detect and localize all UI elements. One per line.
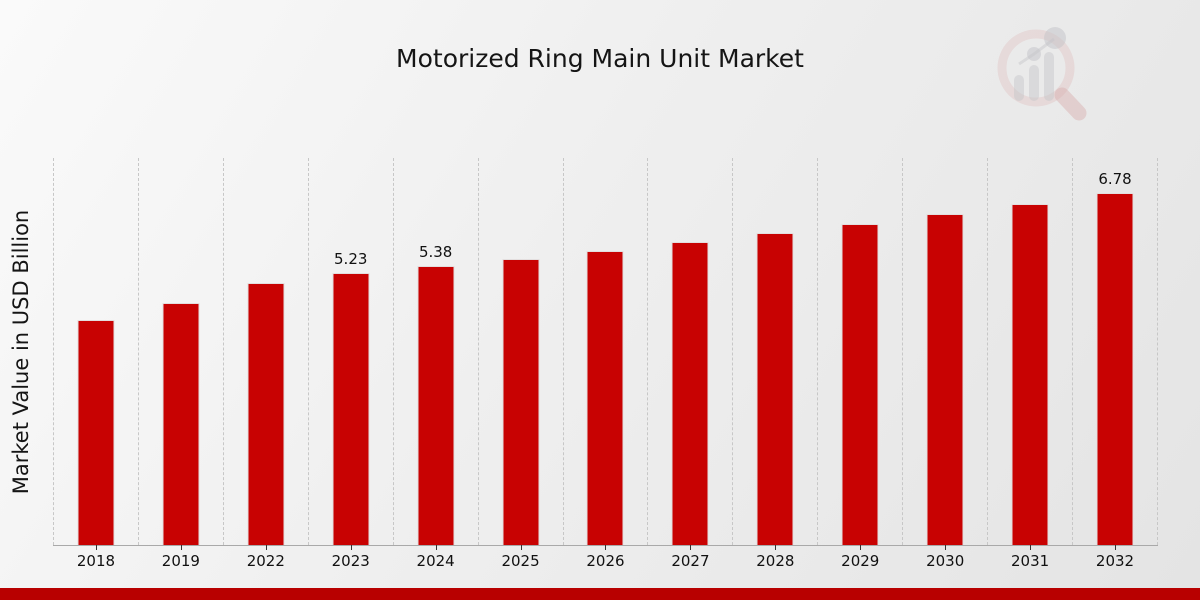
x-axis-tick — [690, 545, 692, 550]
x-axis-label-2018: 2018 — [76, 552, 116, 570]
bar-2018 — [77, 320, 115, 545]
plot-area: 2018 2019 2022 5.23 2023 5.38 2024 2025 2026 2027… — [53, 158, 1158, 570]
bar-2031 — [1011, 204, 1049, 545]
x-axis-label-2019: 2019 — [161, 552, 200, 570]
bar-2023 — [332, 273, 370, 545]
x-axis-label-2022: 2022 — [246, 552, 285, 570]
bar-value-label-2032: 6.78 — [1098, 170, 1132, 188]
bar-2026 — [586, 251, 624, 545]
x-axis-tick — [265, 545, 267, 550]
x-axis-label-2023: 2023 — [331, 552, 370, 570]
x-axis-tick — [180, 545, 182, 550]
bar-value-label-2023: 5.23 — [334, 250, 368, 268]
x-axis-label-2031: 2031 — [1011, 552, 1050, 570]
bar-2019 — [162, 303, 200, 545]
bar-value-label-2024: 5.38 — [418, 243, 453, 261]
logo-magnifier-ring — [997, 29, 1075, 107]
bar-column-2030: 2030 — [902, 158, 987, 570]
bar-column-2027: 2027 — [647, 158, 732, 570]
x-axis-tick — [775, 545, 777, 550]
logo-bar-large — [1044, 52, 1054, 101]
bar-2030 — [926, 214, 964, 545]
logo-trend-dot-large — [1044, 27, 1066, 49]
x-axis-tick — [1115, 545, 1117, 550]
bar-column-2031: 2031 — [987, 158, 1072, 570]
x-axis-label-2024: 2024 — [416, 552, 455, 570]
x-axis-label-2030: 2030 — [926, 552, 965, 570]
x-axis-label-2026: 2026 — [586, 552, 625, 570]
y-axis-title-container: Market Value in USD Billion — [4, 158, 38, 545]
x-axis-tick — [1030, 545, 1032, 550]
bar-column-2024: 5.38 2024 — [392, 158, 478, 570]
x-axis-tick — [860, 545, 862, 550]
x-axis-tick — [95, 545, 97, 550]
x-axis-tick — [945, 545, 947, 550]
bar-2025 — [502, 259, 540, 545]
bar-column-2026: 2026 — [562, 158, 648, 570]
bar-2032 — [1096, 193, 1134, 545]
logo-trend-dot-small — [1027, 47, 1041, 61]
bar-column-2028: 2028 — [732, 158, 817, 570]
logo-bar-small — [1014, 75, 1024, 101]
bar-column-2025: 2025 — [477, 158, 563, 570]
x-axis-tick — [520, 545, 522, 550]
x-axis-tick — [605, 545, 607, 550]
x-axis-tick — [435, 545, 437, 550]
chart-title: Motorized Ring Main Unit Market — [396, 44, 804, 73]
bar-column-2022: 2022 — [222, 158, 308, 570]
x-axis-label-2028: 2028 — [756, 552, 795, 570]
bar-2024 — [417, 266, 455, 545]
x-axis-tick — [350, 545, 352, 550]
bar-column-2029: 2029 — [817, 158, 902, 570]
bar-2027 — [671, 242, 709, 545]
logo-magnifier-handle — [1054, 87, 1087, 121]
bar-column-2023: 5.23 2023 — [307, 158, 393, 570]
bar-column-2032: 6.78 2032 — [1072, 158, 1158, 570]
bar-column-2018: 2018 — [53, 158, 138, 570]
magnifier-bar-chart-logo-icon — [997, 27, 1087, 121]
x-axis-label-2025: 2025 — [501, 552, 540, 570]
logo-trend-line — [1018, 37, 1055, 66]
bar-2022 — [247, 283, 285, 545]
bar-2028 — [756, 233, 794, 545]
x-axis-label-2027: 2027 — [671, 552, 710, 570]
logo-bar-medium — [1029, 65, 1039, 101]
x-axis-label-2029: 2029 — [841, 552, 880, 570]
bar-column-2019: 2019 — [137, 158, 223, 570]
footer-accent-bar — [0, 588, 1200, 600]
x-axis-label-2032: 2032 — [1095, 552, 1135, 570]
y-axis-title: Market Value in USD Billion — [9, 209, 34, 494]
bar-2029 — [841, 224, 879, 545]
